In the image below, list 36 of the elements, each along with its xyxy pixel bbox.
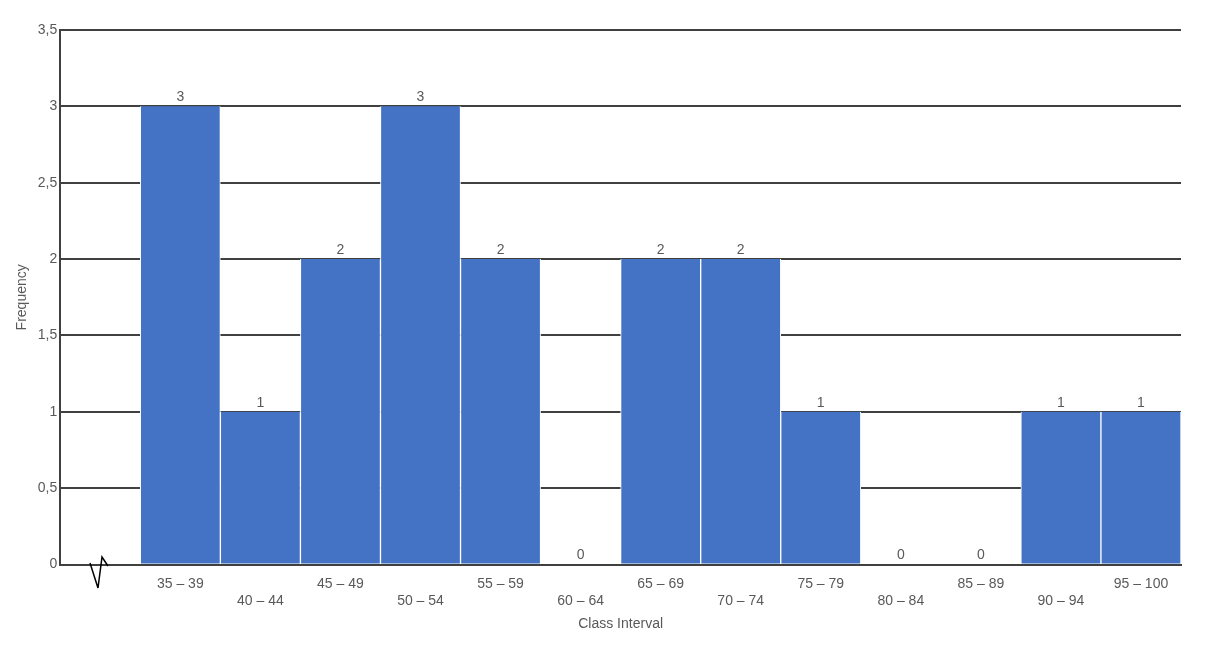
x-tick-label: 85 – 89 (957, 574, 1005, 591)
data-label: 2 (656, 240, 665, 257)
y-tick-label: 0,5 (37, 479, 58, 496)
y-tick-label: 3 (49, 97, 58, 114)
x-tick-label: 45 – 49 (317, 574, 365, 591)
data-label: 2 (336, 240, 345, 257)
y-tick-label: 2,5 (37, 173, 58, 190)
x-tick-label: 50 – 54 (397, 591, 445, 608)
data-label: 2 (736, 240, 745, 257)
y-tick-label: 3,5 (37, 20, 58, 37)
y-tick-label: 1,5 (37, 326, 58, 343)
data-label: 2 (496, 240, 505, 257)
x-tick-label: 55 – 59 (477, 574, 525, 591)
x-tick-label: 60 – 64 (557, 591, 605, 608)
x-tick-label: 90 – 94 (1037, 591, 1085, 608)
x-tick-label: 40 – 44 (237, 591, 284, 608)
data-label: 3 (176, 88, 185, 105)
data-label: 1 (1057, 393, 1066, 410)
y-axis-title: Frequency (13, 264, 30, 331)
x-axis-title: Class Interval (578, 615, 664, 632)
y-tick-label: 0 (49, 555, 58, 572)
y-tick-label: 1 (49, 402, 58, 419)
x-tick-label: 65 – 69 (637, 574, 685, 591)
data-label: 1 (816, 393, 825, 410)
x-tick-label: 70 – 74 (717, 591, 765, 608)
x-tick-label: 95 – 100 (1113, 574, 1169, 591)
data-label: 0 (976, 546, 985, 563)
y-tick-label: 2 (49, 249, 58, 266)
x-tick-label: 80 – 84 (877, 591, 925, 608)
data-label: 1 (256, 393, 265, 410)
data-label: 3 (416, 88, 425, 105)
data-label: 0 (896, 546, 905, 563)
x-tick-label: 75 – 79 (797, 574, 845, 591)
data-label: 0 (576, 546, 585, 563)
data-label: 1 (1137, 393, 1146, 410)
x-tick-label: 35 – 39 (156, 574, 204, 591)
